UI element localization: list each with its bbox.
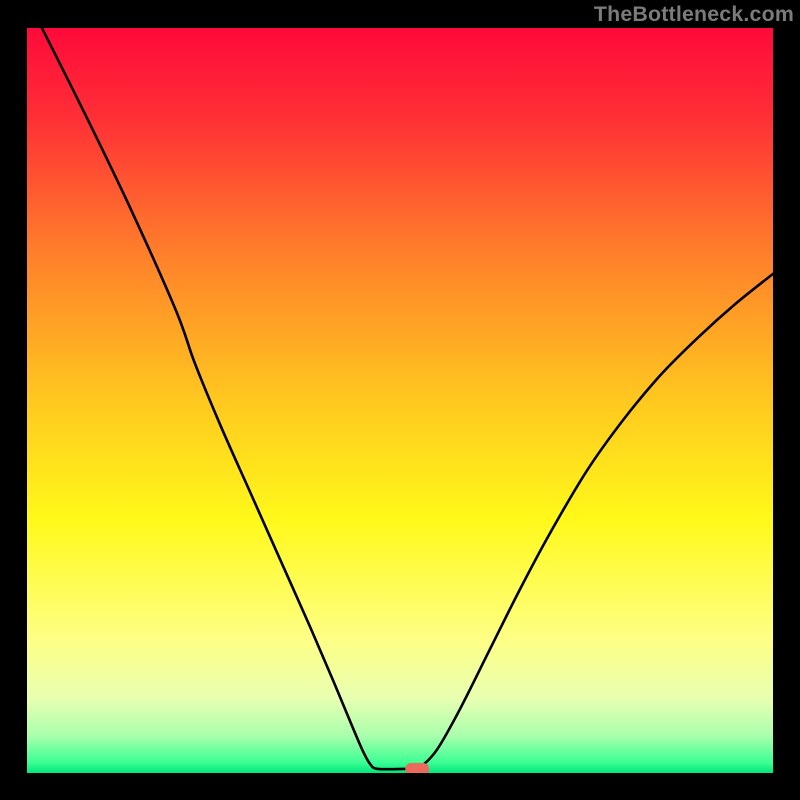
chart-container: TheBottleneck.com [0,0,800,800]
watermark-text: TheBottleneck.com [594,2,794,27]
plot-area [27,28,773,773]
optimal-point-marker [27,28,773,773]
